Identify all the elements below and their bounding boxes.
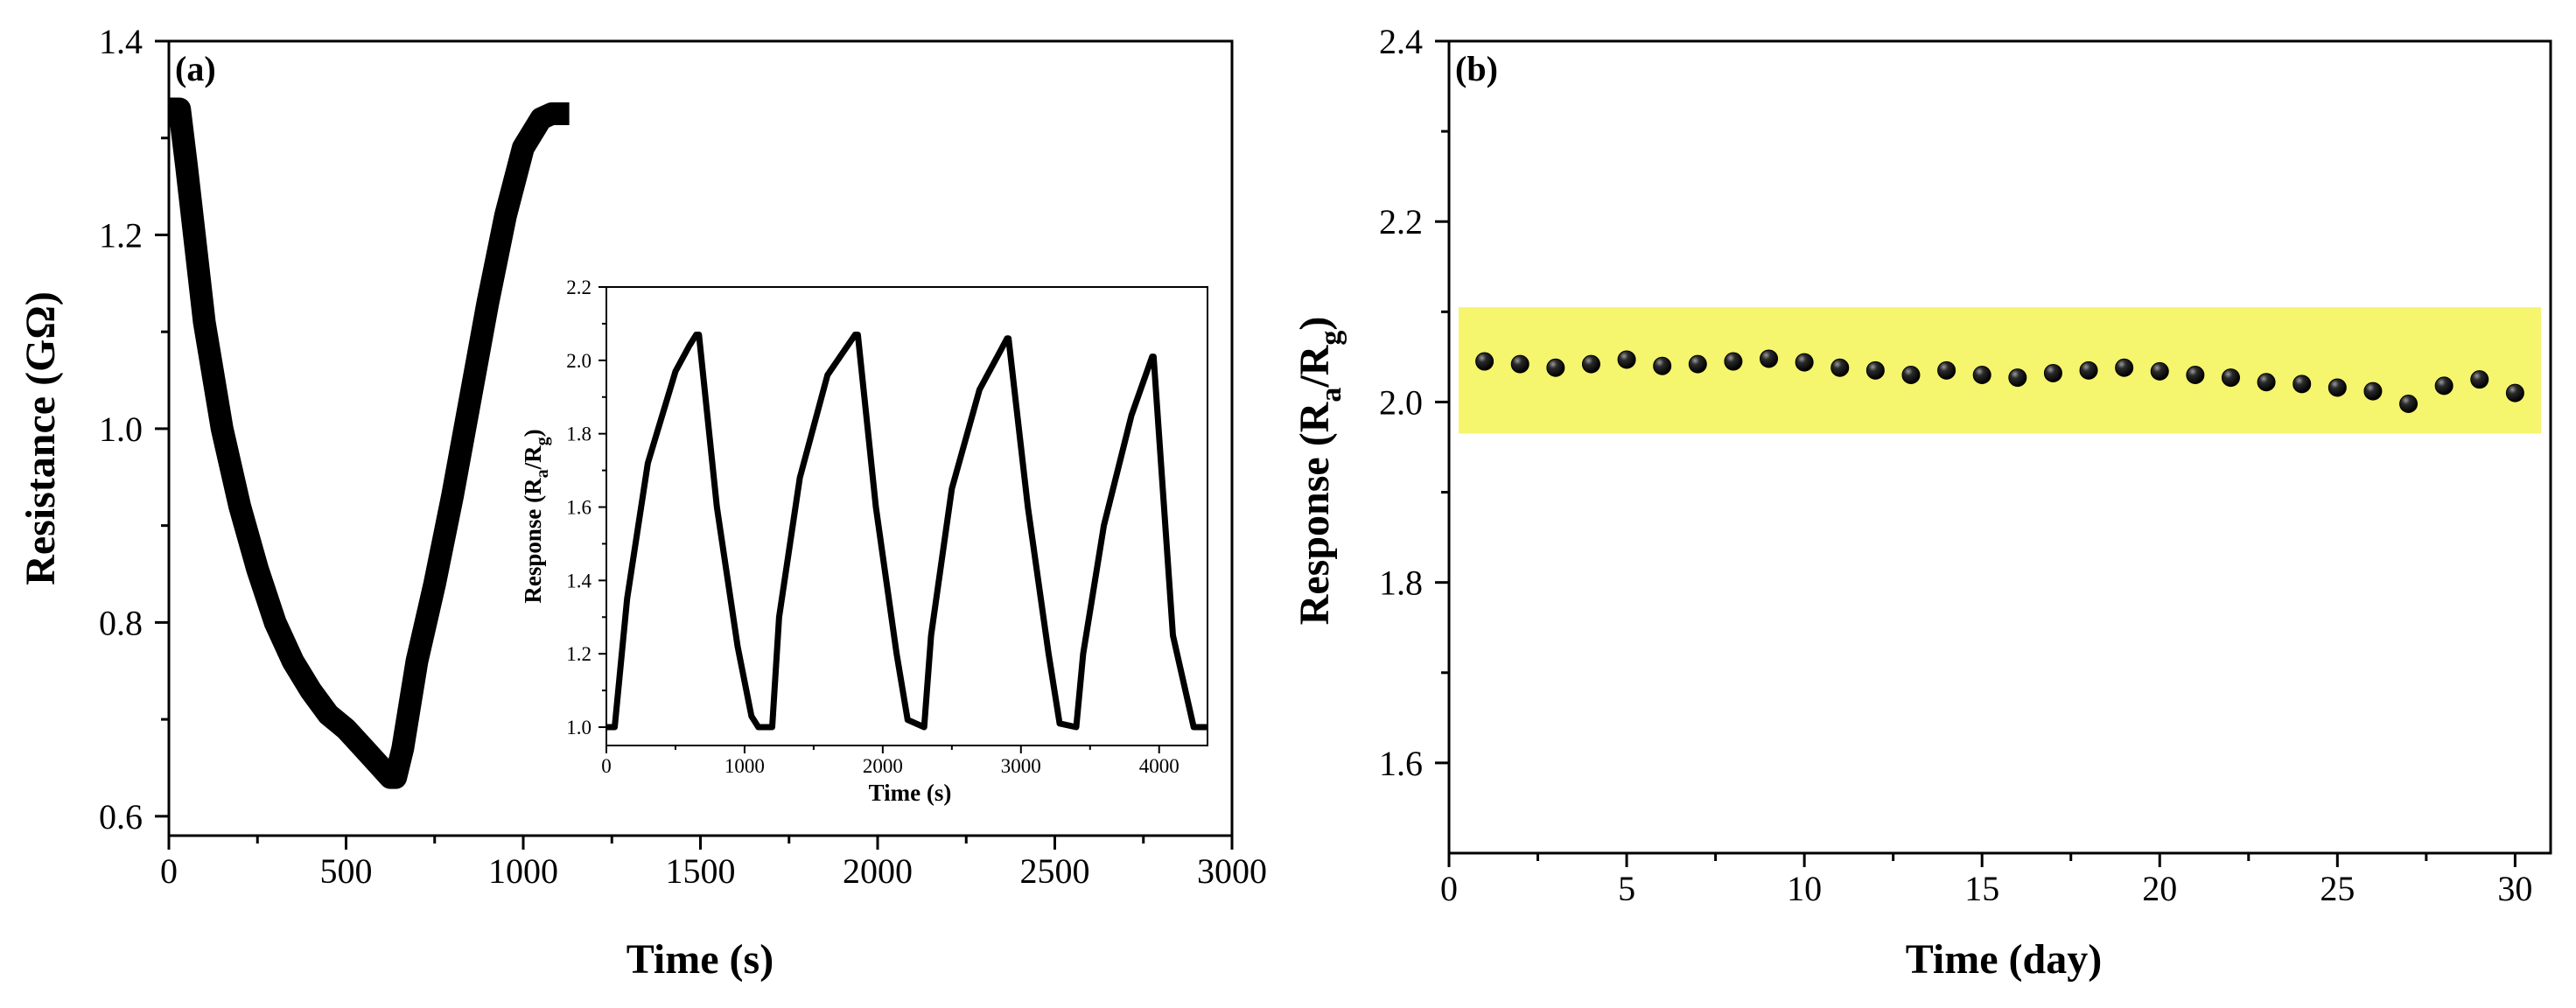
x-tick-label: 30 — [2497, 869, 2532, 908]
y-tick-label: 1.0 — [566, 717, 592, 738]
y-tick-label: 1.8 — [566, 424, 592, 445]
y-tick-label: 2.4 — [1379, 22, 1423, 61]
data-point — [1972, 366, 1992, 385]
data-point — [1830, 358, 1850, 377]
panel-a-y-tick-labels: 0.6 0.8 1.0 1.2 1.4 — [99, 22, 143, 836]
panel-a-inset-chart: 0 1000 2000 3000 4000 1.01.21.41.61.82.02.2 … — [520, 276, 1208, 806]
y-tick-label: 0.6 — [99, 797, 143, 836]
y-tick-label: 1.4 — [566, 570, 592, 592]
panel-b-ticks — [1435, 39, 2516, 867]
x-tick-label: 25 — [2320, 869, 2355, 908]
data-point — [1475, 352, 1494, 371]
x-tick-label: 5 — [1618, 869, 1635, 908]
y-tick-label: 2.0 — [566, 350, 592, 372]
data-point — [2399, 395, 2418, 414]
panel-a-x-tick-labels: 0 500 1000 1500 2000 2500 3000 — [160, 851, 1267, 891]
y-tick-label: 1.2 — [566, 643, 592, 665]
x-tick-label: 0 — [160, 851, 178, 891]
x-tick-label: 2000 — [863, 755, 903, 777]
x-tick-label: 3000 — [1001, 755, 1041, 777]
x-tick-label: 2500 — [1020, 851, 1090, 891]
data-point — [2470, 370, 2489, 389]
x-tick-label: 0 — [1440, 869, 1458, 908]
panel-b-x-tick-labels: 0 5 10 15 20 25 30 — [1440, 869, 2532, 908]
x-tick-label: 1000 — [724, 755, 765, 777]
panel-b-label: (b) — [1455, 49, 1498, 88]
panel-a-resistance-chart: 0 500 1000 1500 2000 2500 3000 0.6 0.8 1.0 1.2 1.4… — [18, 22, 1267, 983]
y-tick-label: 2.2 — [566, 276, 592, 298]
panel-b-plot-frame — [1447, 39, 2552, 855]
y-tick-label: 1.2 — [99, 215, 143, 255]
data-point — [2079, 360, 2098, 380]
panel-b-y-axis-title: Response (Ra/Rg) — [1292, 317, 1348, 626]
data-point — [2363, 382, 2383, 401]
x-tick-label: 10 — [1787, 869, 1822, 908]
x-tick-label: 2000 — [843, 851, 913, 891]
data-point — [2221, 368, 2240, 388]
data-point — [2008, 368, 2027, 388]
panel-b-y-tick-labels: 1.6 1.8 2.0 2.2 2.4 — [1379, 22, 1423, 783]
x-tick-label: 500 — [320, 851, 373, 891]
data-point — [1617, 350, 1636, 369]
x-tick-label: 0 — [601, 755, 612, 777]
x-tick-label: 4000 — [1139, 755, 1180, 777]
y-tick-label: 1.8 — [1379, 564, 1423, 603]
y-tick-label: 1.0 — [99, 410, 143, 449]
panel-b-highlight-band — [1459, 307, 2541, 434]
panel-a-y-axis-title: Resistance (GΩ) — [18, 291, 64, 585]
panel-b-response-chart: 0 5 10 15 20 25 30 1.6 1.8 2.0 2.2 2.4 (b) Time (d… — [1292, 22, 2552, 983]
panel-b-data-points — [1475, 349, 2524, 414]
y-tick-label: 2.2 — [1379, 202, 1423, 242]
data-point — [2505, 383, 2524, 402]
data-point — [2186, 366, 2205, 385]
inset-x-axis-title: Time (s) — [869, 780, 952, 806]
data-point — [1653, 356, 1672, 375]
data-point — [1760, 349, 1779, 368]
data-point — [1901, 366, 1921, 385]
inset-y-tick-labels: 1.0 1.2 1.4 1.6 1.8 2.0 2.2 — [566, 276, 592, 738]
data-point — [1688, 354, 1707, 374]
x-tick-label: 1000 — [488, 851, 558, 891]
data-point — [1581, 354, 1600, 374]
y-tick-label: 0.8 — [99, 603, 143, 642]
y-tick-label: 1.6 — [1379, 744, 1423, 783]
inset-plot-frame — [606, 286, 1208, 746]
y-tick-label: 2.0 — [1379, 382, 1423, 422]
data-point — [2043, 363, 2062, 382]
data-point — [2434, 376, 2454, 396]
inset-x-tick-labels: 0 1000 2000 3000 4000 — [601, 755, 1179, 777]
inset-response-curve — [606, 332, 1208, 731]
data-point — [2328, 378, 2347, 397]
data-point — [1866, 360, 1885, 380]
data-point — [1795, 353, 1814, 372]
panel-b-x-axis-title: Time (day) — [1906, 936, 2102, 983]
x-tick-label: 3000 — [1197, 851, 1267, 891]
data-point — [2150, 361, 2169, 381]
inset-y-axis-title: Response (Ra/Rg) — [520, 429, 552, 603]
y-tick-label: 1.4 — [99, 22, 143, 61]
data-point — [1510, 354, 1530, 374]
x-tick-label: 15 — [1964, 869, 1999, 908]
data-point — [1546, 358, 1565, 377]
data-point — [2292, 374, 2312, 394]
x-tick-label: 1500 — [666, 851, 736, 891]
x-tick-label: 20 — [2142, 869, 2177, 908]
y-tick-label: 1.6 — [566, 497, 592, 519]
data-point — [2257, 373, 2276, 392]
data-point — [1937, 360, 1956, 380]
panel-a-resistance-curve — [168, 97, 570, 789]
panel-a-ticks — [155, 39, 1234, 850]
data-point — [2115, 358, 2134, 377]
panel-a-x-axis-title: Time (s) — [626, 936, 774, 983]
data-point — [1724, 352, 1743, 371]
inset-ticks — [598, 286, 1160, 753]
panel-a-label: (a) — [175, 49, 216, 88]
